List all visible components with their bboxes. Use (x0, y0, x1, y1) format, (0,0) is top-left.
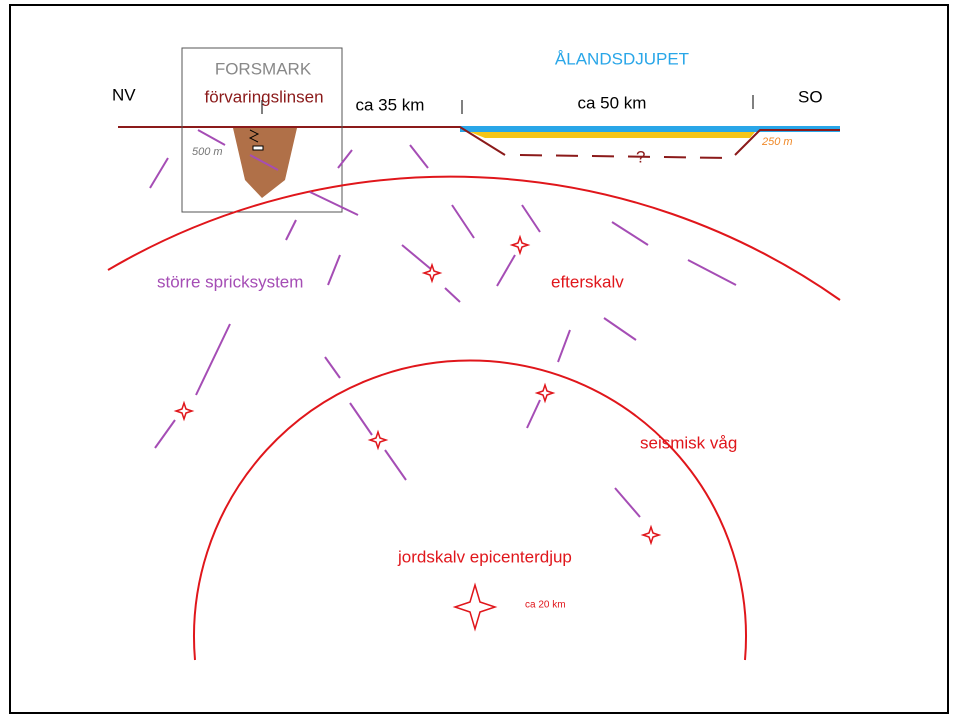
surface (118, 126, 506, 156)
epicenter-star (452, 582, 498, 632)
forsmark-box (181, 47, 343, 213)
label: NV (112, 85, 136, 104)
label: förvaringslinsen (204, 87, 323, 106)
aftershocks (173, 234, 662, 632)
sea (460, 126, 840, 132)
label: jordskalv epicenterdjup (397, 547, 572, 566)
label: FORSMARK (215, 59, 312, 78)
label: ÅLANDSDJUPET (555, 49, 689, 68)
label: 250 m (761, 136, 793, 148)
label: ca 50 km (578, 93, 647, 112)
surface-east (734, 129, 840, 156)
frame (9, 4, 949, 714)
sediment (470, 132, 755, 138)
label: SO (798, 87, 823, 106)
fractures (149, 129, 737, 518)
label: seismisk våg (640, 433, 737, 452)
shaft (248, 129, 260, 143)
wave-inner (193, 359, 747, 661)
tunnel (252, 145, 264, 151)
label: ca 35 km (356, 95, 425, 114)
wave-outer (107, 175, 841, 301)
label: ca 20 km (525, 600, 566, 611)
label: efterskalv (551, 272, 624, 291)
label: större spricksystem (157, 272, 303, 291)
label: ? (636, 147, 645, 166)
ticks (261, 95, 754, 114)
label: 500 m (192, 146, 223, 158)
